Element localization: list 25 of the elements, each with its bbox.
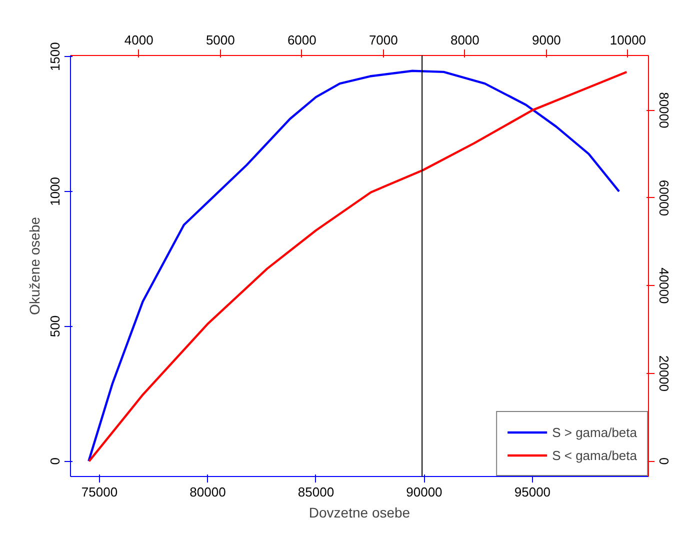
y2-tick-label: 80000: [656, 92, 672, 128]
x-tick-label: 90000: [406, 484, 442, 500]
y2-tick-label: 40000: [656, 268, 672, 304]
x2-tick-label: 10000: [610, 32, 646, 48]
legend-label: S > gama/beta: [552, 424, 637, 440]
x2-tick-label: 8000: [450, 32, 480, 48]
y-axis-title: Okužene osebe: [26, 216, 42, 316]
legend-label: S < gama/beta: [552, 448, 637, 462]
y2-tick-label: 60000: [656, 180, 672, 216]
y-tick-label: 500: [48, 315, 62, 338]
x2-tick-label: 7000: [368, 32, 398, 48]
y-tick-label: 1500: [48, 42, 62, 72]
x-tick-label: 80000: [190, 484, 226, 500]
x2-tick-label: 4000: [124, 32, 154, 48]
x-tick-label: 75000: [81, 484, 118, 500]
y2-tick-label: 20000: [656, 355, 672, 392]
x2-tick-label: 5000: [206, 32, 235, 48]
x2-tick-label: 9000: [532, 32, 561, 48]
x-axis-title: Dovzetne osebe: [308, 504, 410, 520]
x-tick-label: 85000: [298, 484, 334, 500]
y-tick-label: 1000: [48, 176, 62, 206]
y-tick-label: 0: [48, 458, 62, 465]
y2-tick-label: 0: [656, 458, 672, 465]
x-tick-label: 95000: [514, 484, 551, 500]
x2-tick-label: 6000: [287, 32, 316, 48]
